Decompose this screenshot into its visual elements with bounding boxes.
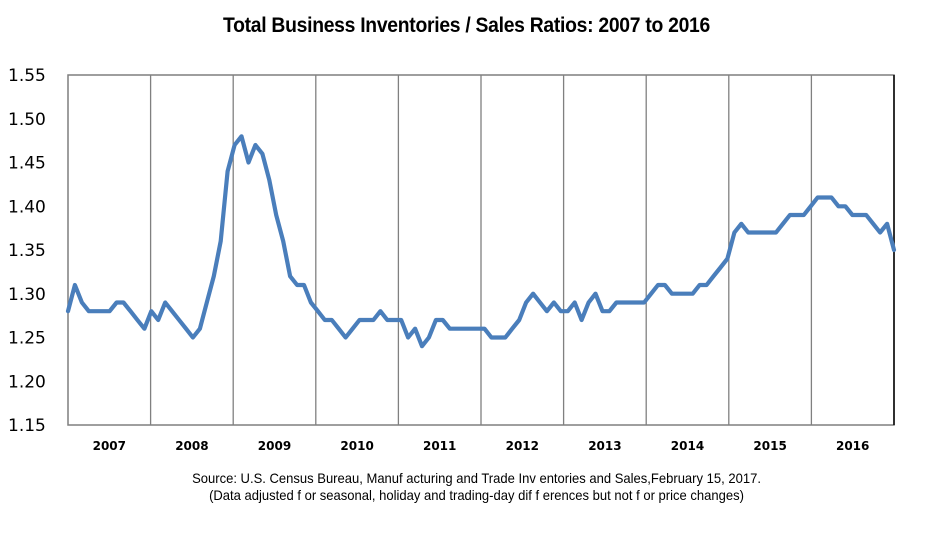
x-tick-label: 2015: [753, 439, 786, 453]
y-tick-label: 1.30: [8, 285, 46, 305]
x-tick-label: 2013: [588, 439, 621, 453]
x-tick-label: 2009: [258, 439, 291, 453]
y-tick-label: 1.50: [8, 110, 46, 130]
x-tick-label: 2008: [175, 439, 208, 453]
x-tick-label: 2011: [423, 439, 456, 453]
x-tick-label: 2010: [340, 439, 373, 453]
y-tick-label: 1.40: [8, 197, 46, 217]
y-tick-label: 1.25: [8, 329, 46, 349]
x-tick-label: 2014: [671, 439, 704, 453]
y-tick-label: 1.35: [8, 241, 46, 261]
y-tick-label: 1.45: [8, 154, 46, 174]
x-axis-ticks: 2007 2008 2009 2010 2011 2012 2013 2014 2015 2016: [93, 439, 870, 453]
series-line: [65, 134, 897, 349]
y-tick-label: 1.20: [8, 372, 46, 392]
x-tick-label: 2007: [93, 439, 126, 453]
x-tick-label: 2012: [506, 439, 539, 453]
y-axis-ticks: 1.55 1.50 1.45 1.40 1.35 1.30 1.25 1.20 1.15: [8, 66, 46, 436]
data-adjustment-note: (Data adjusted f or seasonal, holiday an…: [209, 487, 744, 503]
y-tick-label: 1.55: [8, 66, 46, 86]
source-note: Source: U.S. Census Bureau, Manuf acturi…: [192, 470, 761, 486]
y-tick-label: 1.15: [8, 416, 46, 436]
x-tick-label: 2016: [836, 439, 869, 453]
chart-title: Total Business Inventories / Sales Ratio…: [223, 14, 710, 37]
year-dividers: [149, 75, 813, 425]
series-group: [65, 134, 897, 349]
